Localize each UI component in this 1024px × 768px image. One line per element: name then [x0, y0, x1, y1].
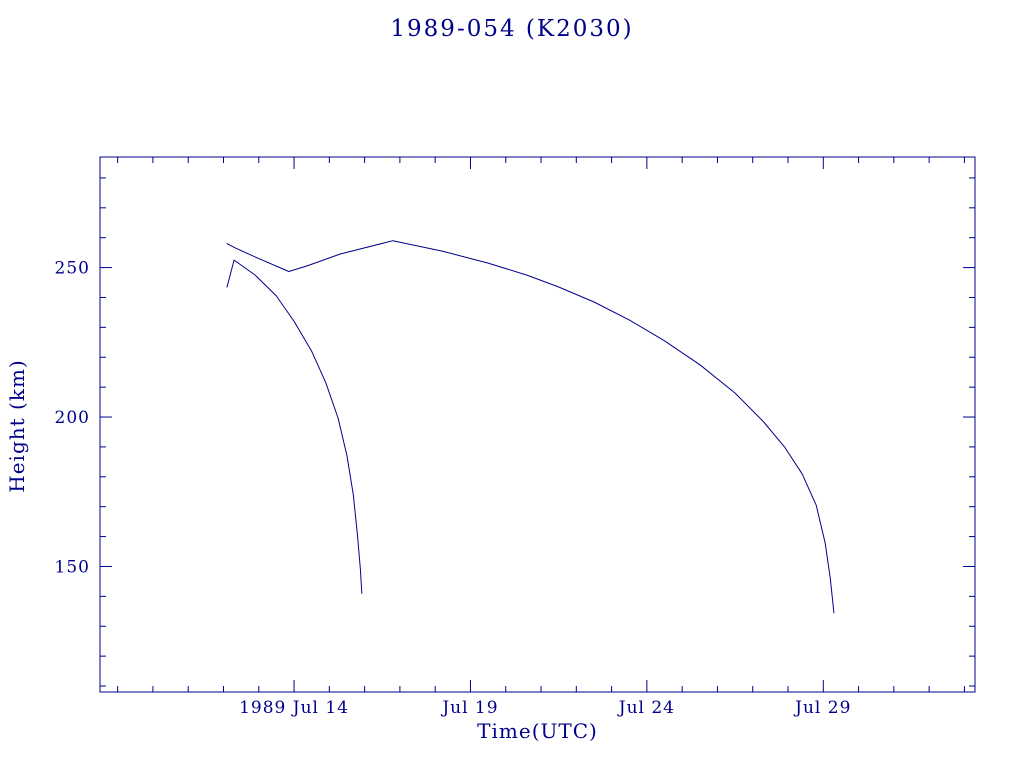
x-tick-label: Jul 29 — [793, 698, 851, 718]
y-tick-label: 150 — [55, 557, 90, 577]
x-axis-label: Time(UTC) — [477, 719, 598, 743]
series-line-1 — [226, 259, 363, 594]
y-tick-label: 200 — [55, 408, 90, 428]
chart-title: 1989-054 (K2030) — [390, 16, 634, 42]
y-tick-label: 250 — [55, 259, 90, 279]
x-tick-label: Jul 19 — [440, 698, 498, 718]
plot-frame — [99, 156, 976, 693]
series-line-2 — [226, 240, 835, 614]
x-tick-label: Jul 24 — [617, 698, 675, 718]
x-tick-label: 1989 Jul 14 — [239, 698, 349, 718]
